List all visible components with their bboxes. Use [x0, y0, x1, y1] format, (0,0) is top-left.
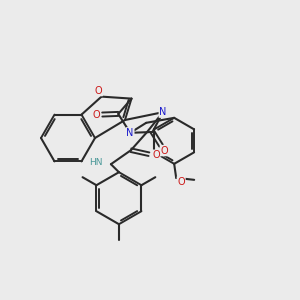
Text: O: O	[152, 150, 160, 160]
Text: O: O	[177, 177, 185, 187]
Text: O: O	[92, 110, 100, 120]
Text: N: N	[127, 128, 134, 138]
Text: N: N	[159, 107, 167, 117]
Text: O: O	[160, 146, 168, 156]
Text: HN: HN	[89, 158, 103, 167]
Text: O: O	[95, 85, 102, 96]
